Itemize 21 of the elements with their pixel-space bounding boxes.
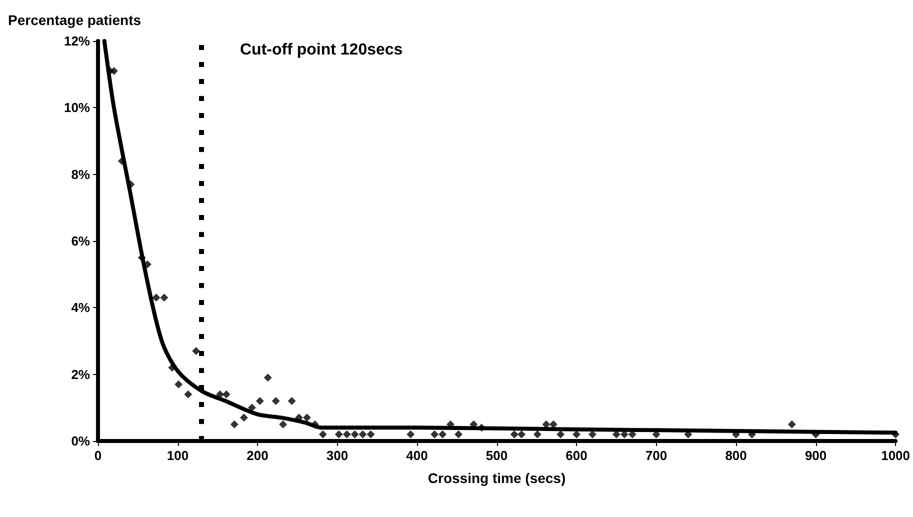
x-tick-label: 600 (566, 448, 588, 463)
x-tick-label: 200 (246, 448, 268, 463)
x-tick-label: 100 (166, 448, 189, 463)
y-tick-label: 10% (64, 100, 90, 116)
x-axis-title: Crossing time (secs) (428, 470, 566, 486)
x-tick-label: 700 (645, 448, 668, 463)
x-tick-label: 500 (486, 448, 508, 463)
x-tick-label: 0 (94, 448, 102, 463)
x-tick-label: 900 (804, 448, 827, 463)
y-tick-label: 8% (71, 166, 90, 182)
y-tick-label: 2% (71, 366, 90, 382)
x-tick-label: 1000 (881, 448, 910, 463)
annotation: Cut-off point 120secs (240, 42, 403, 58)
x-tick-label: 400 (406, 448, 428, 463)
y-tick-label: 12% (64, 34, 90, 48)
y-tick-label: 4% (71, 300, 90, 316)
y-tick-label: 0% (71, 434, 90, 448)
y-axis-title: Percentage patients (8, 12, 142, 28)
y-tick-label: 6% (71, 234, 90, 248)
x-tick-label: 800 (725, 448, 747, 463)
x-tick-label: 300 (326, 448, 348, 463)
